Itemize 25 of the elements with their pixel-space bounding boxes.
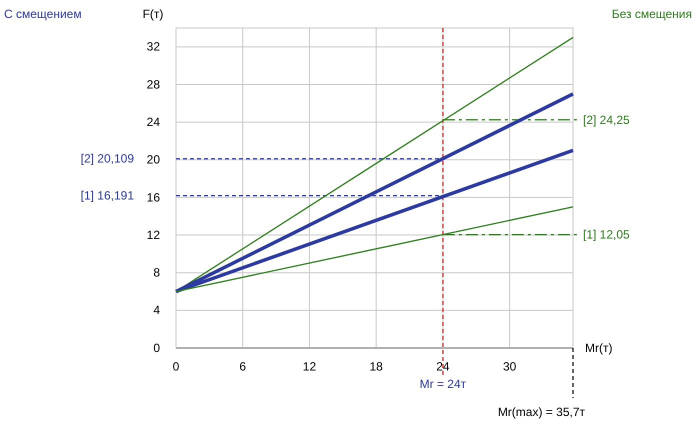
x-tick-label: 12 xyxy=(302,360,316,374)
x-tick-label: 24 xyxy=(436,360,450,374)
y-axis-title: F(т) xyxy=(142,7,164,21)
y-tick-label: 32 xyxy=(146,40,160,54)
ref-line-label: Mr = 24т xyxy=(420,377,467,391)
x-tick-label: 6 xyxy=(239,360,246,374)
y-tick-label: 0 xyxy=(153,340,160,355)
text: С смещением xyxy=(4,7,82,21)
ref-line-label: [2] 20,109 xyxy=(80,152,134,166)
ref-line-label: Mr(max) = 35,7т xyxy=(498,405,586,419)
y-tick-label: 8 xyxy=(153,266,160,280)
ref-line-label: [1] 16,191 xyxy=(80,188,134,203)
x-tick-label: 0 xyxy=(172,360,180,374)
y-tick-label: 16 xyxy=(146,190,160,204)
x-tick-label: 18 xyxy=(369,360,384,374)
y-tick-label: 4 xyxy=(153,303,160,318)
y-tick-label: 24 xyxy=(146,114,160,129)
x-tick-label: 30 xyxy=(502,360,517,374)
y-tick-label: 12 xyxy=(146,228,160,242)
x-axis-title: Mr(т) xyxy=(585,341,612,355)
ref-line-label: [2] 24,25 xyxy=(583,112,630,127)
y-tick-label: 28 xyxy=(146,77,160,92)
ref-line-label: [1] 12,05 xyxy=(583,228,630,242)
text: Без смещения xyxy=(612,7,692,21)
y-tick-label: 20 xyxy=(146,152,160,167)
